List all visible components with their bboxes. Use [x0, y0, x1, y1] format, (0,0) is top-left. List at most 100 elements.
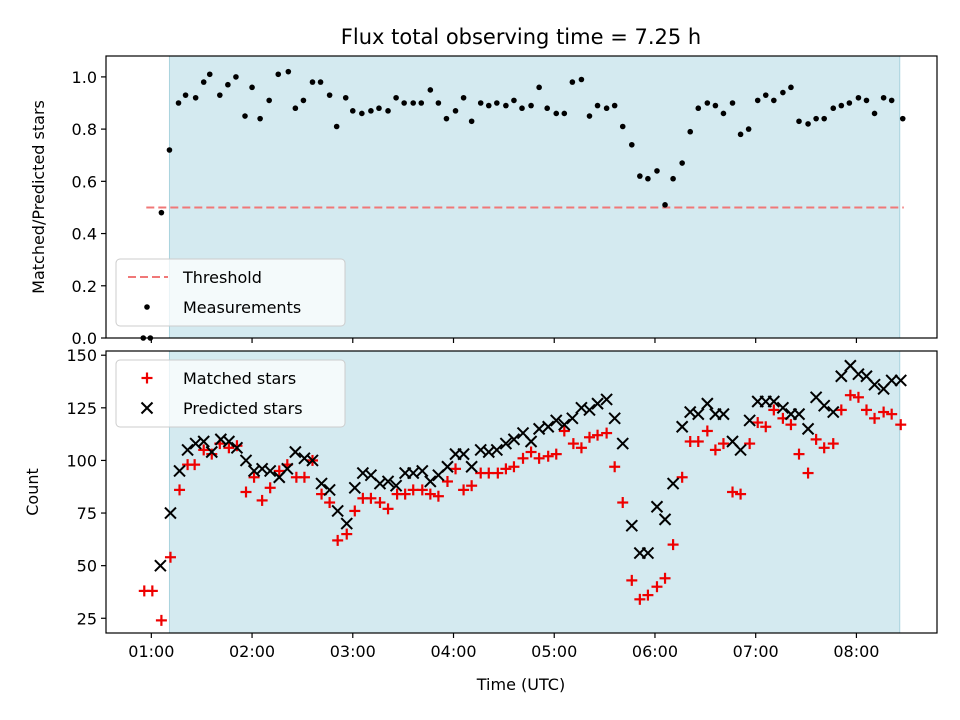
data-point	[192, 94, 199, 101]
data-point	[583, 403, 596, 417]
data-point	[257, 115, 263, 122]
y-tick-label: 0.0	[72, 329, 97, 348]
data-point	[368, 108, 374, 114]
data-point	[827, 405, 840, 419]
ratio-panel: 0.0 0.2 0.4 0.6 0.8 1.0 Matched/Predicted star…	[29, 55, 938, 348]
series-matched-stars	[138, 389, 907, 626]
data-point	[452, 108, 459, 114]
data-point	[536, 84, 542, 91]
figure-title: Flux total observing time = 7.25 h	[341, 25, 701, 49]
legend: Threshold Measurements	[115, 258, 346, 327]
data-point	[348, 481, 362, 494]
data-point	[465, 460, 478, 473]
data-point	[385, 108, 391, 114]
data-point	[511, 97, 517, 104]
data-point	[146, 585, 158, 597]
data-point	[885, 374, 898, 387]
data-point	[533, 452, 545, 464]
data-point	[223, 442, 235, 454]
y-tick-label: 0.2	[72, 277, 97, 296]
data-point	[768, 404, 780, 416]
data-point	[324, 497, 336, 509]
data-point	[594, 102, 601, 109]
data-point	[754, 97, 761, 104]
data-point	[895, 419, 907, 431]
series-measurements	[140, 68, 906, 341]
count-panel: 25 50 75 100 125 150 01:00 02:00 03:00 04:00 05:00…	[23, 346, 938, 661]
data-point	[416, 484, 428, 496]
data-point	[342, 94, 349, 101]
data-point	[490, 443, 504, 457]
data-point	[508, 461, 520, 473]
data-point	[544, 105, 550, 112]
data-point	[524, 435, 538, 448]
legend-marker-swatch	[141, 372, 153, 384]
data-point	[155, 614, 167, 626]
y-axis-label: Count	[23, 468, 42, 516]
data-point	[230, 441, 244, 455]
data-point	[586, 113, 593, 119]
y-tick-label: 50	[77, 557, 97, 576]
data-point	[173, 464, 186, 478]
data-point	[727, 486, 739, 498]
data-point	[788, 84, 794, 91]
data-point	[566, 412, 579, 425]
legend-box	[115, 258, 346, 327]
data-point	[225, 81, 231, 88]
data-point	[494, 100, 500, 106]
data-point	[427, 87, 434, 93]
x-tick-label: 04:00	[430, 642, 476, 661]
legend-marker-swatch	[140, 401, 154, 415]
legend-label: Matched stars	[183, 369, 296, 388]
data-point	[603, 105, 610, 112]
data-point	[817, 399, 831, 412]
data-point	[852, 391, 864, 403]
y-axis-label: Matched/Predicted stars	[29, 100, 48, 294]
data-point	[583, 431, 595, 443]
data-point	[871, 110, 878, 117]
data-point	[382, 503, 394, 515]
data-point	[517, 452, 529, 464]
data-point	[285, 68, 292, 75]
data-point	[331, 504, 344, 518]
data-point	[667, 539, 679, 551]
data-point	[860, 404, 872, 416]
data-point	[256, 494, 268, 506]
x-tick-label: 05:00	[531, 642, 577, 661]
data-point	[855, 94, 862, 101]
data-point	[248, 471, 260, 483]
data-point	[182, 92, 189, 98]
data-point	[542, 450, 554, 462]
data-point	[666, 477, 680, 490]
data-point	[601, 427, 613, 439]
data-point	[550, 448, 562, 460]
data-point	[634, 593, 646, 605]
data-point	[880, 94, 887, 101]
data-point	[569, 79, 576, 85]
data-point	[292, 105, 299, 112]
data-point	[528, 102, 534, 109]
data-point	[503, 102, 509, 109]
data-point	[616, 437, 629, 450]
data-point	[376, 105, 382, 112]
data-point	[154, 559, 167, 572]
data-point	[628, 141, 635, 148]
data-point	[785, 419, 797, 431]
data-point	[701, 425, 713, 437]
data-point	[894, 374, 907, 387]
x-tick-label: 02:00	[229, 642, 275, 661]
data-point	[608, 412, 621, 425]
data-point	[458, 484, 470, 496]
data-point	[317, 79, 324, 85]
data-point	[466, 480, 478, 492]
data-point	[263, 464, 277, 478]
data-point	[550, 414, 563, 427]
data-point	[617, 497, 629, 509]
y-tick-label: 75	[77, 504, 97, 523]
y-tick-label: 100	[66, 451, 97, 470]
data-point	[796, 118, 802, 125]
data-point	[835, 404, 847, 416]
data-point	[499, 437, 513, 450]
data-point	[206, 448, 218, 460]
y-tick-label: 0.4	[72, 225, 97, 244]
